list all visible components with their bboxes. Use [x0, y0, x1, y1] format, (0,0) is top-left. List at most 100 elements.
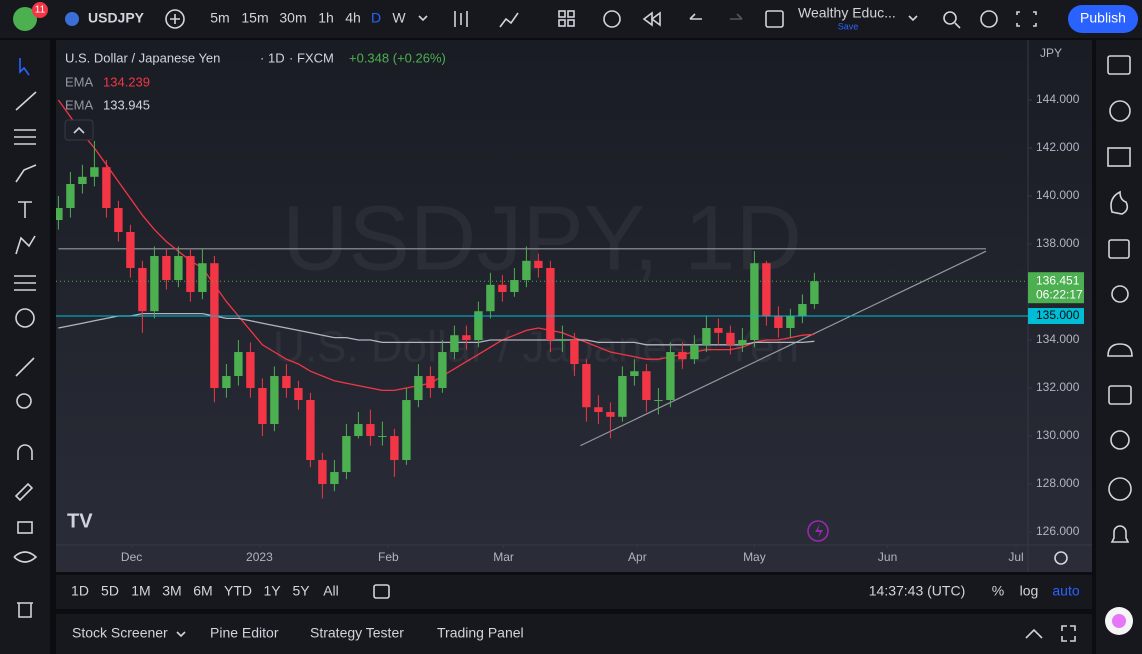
candle-body — [306, 400, 315, 461]
price-label-bg — [1028, 308, 1084, 325]
calendar[interactable] — [1108, 239, 1130, 259]
collapse-legend[interactable] — [64, 119, 94, 141]
interval[interactable]: 15m — [241, 10, 268, 26]
chart-type[interactable] — [454, 11, 468, 27]
interval[interactable]: W — [392, 10, 406, 26]
redo[interactable] — [730, 13, 743, 20]
range[interactable]: 5Y — [292, 583, 310, 599]
interval[interactable]: 4h — [345, 10, 361, 26]
publish-label[interactable]: Publish — [1080, 10, 1126, 26]
interval[interactable]: 1h — [318, 10, 334, 26]
clock[interactable]: 14:37:43 (UTC) — [869, 583, 965, 599]
magnet-tool[interactable] — [17, 444, 33, 460]
candle-body — [114, 208, 123, 233]
range[interactable]: 1Y — [263, 583, 281, 599]
range[interactable]: 6M — [193, 583, 212, 599]
chats[interactable] — [1107, 343, 1133, 357]
expand-panel[interactable] — [1025, 628, 1043, 639]
replay-icon[interactable] — [642, 11, 661, 27]
panel-tab[interactable]: Stock Screener — [72, 625, 168, 641]
legend-exchange: FXCM — [297, 50, 334, 65]
text-tool[interactable] — [18, 201, 32, 218]
candle-body — [714, 328, 723, 333]
interval[interactable]: 30m — [279, 10, 306, 26]
candle-body — [762, 263, 771, 317]
x-tick-label: Feb — [378, 550, 399, 564]
brush-tool[interactable] — [15, 164, 37, 183]
events-bolt — [815, 524, 823, 538]
y-tick-label: 138.000 — [1036, 236, 1080, 250]
fib-tool[interactable] — [14, 129, 36, 145]
add-symbol[interactable] — [165, 9, 185, 29]
logo[interactable] — [13, 7, 37, 31]
range[interactable]: 1M — [131, 583, 150, 599]
ideas[interactable] — [1111, 285, 1129, 303]
notifications[interactable] — [1110, 525, 1130, 543]
assistant-icon — [1112, 614, 1126, 628]
candle-body — [90, 167, 99, 177]
save[interactable]: Save — [838, 21, 859, 31]
alerts[interactable] — [1109, 100, 1131, 122]
candle-body — [642, 371, 651, 401]
percent-toggle[interactable]: % — [992, 583, 1004, 599]
candle-body — [258, 388, 267, 425]
tv-logo[interactable]: TV — [67, 510, 93, 532]
lock-draw[interactable] — [14, 482, 34, 502]
y-tick-label: 126.000 — [1036, 524, 1080, 538]
log-toggle[interactable]: log — [1020, 583, 1039, 599]
range[interactable]: 5D — [101, 583, 119, 599]
events-icon[interactable] — [807, 520, 829, 542]
currency[interactable]: JPY — [1040, 46, 1062, 60]
panel-tab[interactable]: Pine Editor — [210, 625, 279, 641]
trash-tool[interactable] — [17, 602, 33, 618]
layout-icon — [567, 19, 575, 27]
data-window[interactable] — [1107, 147, 1131, 167]
undo[interactable] — [689, 13, 702, 20]
maximize-panel[interactable] — [1061, 625, 1076, 642]
search[interactable] — [943, 11, 957, 25]
panel-tab[interactable]: Strategy Tester — [310, 625, 404, 641]
range[interactable]: 3M — [162, 583, 181, 599]
forecast-tool[interactable] — [14, 275, 36, 291]
watchlist[interactable] — [1107, 55, 1131, 75]
measure-tool[interactable] — [15, 357, 35, 377]
watermark: USDJPY, 1D — [282, 187, 802, 289]
dropdown[interactable] — [418, 15, 428, 22]
streams[interactable] — [1110, 430, 1130, 450]
layout-icon[interactable] — [558, 10, 566, 18]
zoom-tool[interactable] — [16, 393, 32, 409]
y-tick-label: 134.000 — [1036, 332, 1080, 346]
range[interactable]: All — [323, 583, 339, 599]
layout-box[interactable] — [765, 10, 784, 28]
dropdown[interactable] — [176, 631, 186, 638]
interval-active[interactable]: D — [371, 10, 381, 26]
fullscreen[interactable] — [1016, 11, 1037, 27]
panel-tab[interactable]: Trading Panel — [437, 625, 524, 641]
y-tick-label: 140.000 — [1036, 188, 1080, 202]
dropdown[interactable] — [908, 15, 918, 22]
lock-tool[interactable] — [17, 521, 33, 534]
hotlists[interactable] — [1110, 190, 1129, 215]
publish-button[interactable] — [1068, 5, 1138, 33]
calls[interactable] — [1108, 477, 1132, 501]
pattern-tool[interactable] — [15, 235, 36, 255]
icon-tool[interactable] — [15, 308, 35, 328]
symbol[interactable]: USDJPY — [88, 10, 145, 26]
separator: · — [260, 50, 264, 65]
messages[interactable] — [1108, 385, 1132, 405]
layout-name[interactable]: Wealthy Educ... — [798, 5, 896, 21]
alert-icon[interactable] — [603, 10, 621, 28]
alerts-badge: 11 — [35, 5, 46, 16]
hide-tool[interactable] — [13, 551, 38, 563]
range[interactable]: YTD — [224, 583, 252, 599]
cursor-tool[interactable] — [19, 58, 30, 76]
goto-date[interactable] — [373, 584, 390, 599]
range[interactable]: 1D — [71, 583, 89, 599]
axis-settings[interactable] — [1054, 551, 1068, 565]
candle-body — [294, 388, 303, 401]
settings[interactable] — [980, 10, 998, 28]
auto-toggle[interactable]: auto — [1052, 583, 1079, 599]
indicators[interactable] — [499, 12, 519, 28]
interval[interactable]: 5m — [210, 10, 229, 26]
line-tool[interactable] — [15, 91, 37, 111]
